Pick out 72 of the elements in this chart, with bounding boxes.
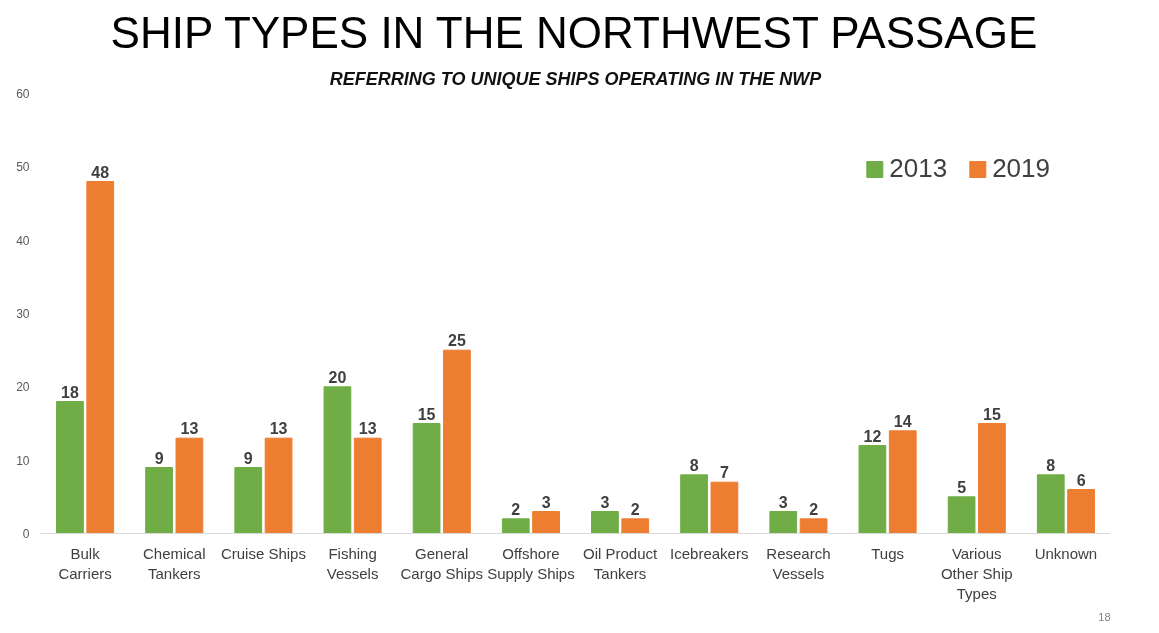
data-label: 20 <box>328 368 347 386</box>
x-tick-label: Chemical Tankers <box>142 544 206 582</box>
data-label: 12 <box>863 427 882 445</box>
data-label: 15 <box>983 405 1001 423</box>
data-label: 18 <box>61 383 79 401</box>
x-tick-label: Cruise Ships <box>220 544 306 562</box>
data-label: 2 <box>809 500 819 518</box>
data-label: 5 <box>957 478 967 496</box>
x-tick-label: Tugs <box>871 544 904 562</box>
data-label: 9 <box>154 449 164 467</box>
x-tick-label: Unknown <box>1034 544 1098 562</box>
y-tick-label: 20 <box>16 380 30 395</box>
data-label: 3 <box>541 493 551 511</box>
bar <box>532 511 560 534</box>
data-label: 15 <box>417 405 436 423</box>
bar <box>412 423 441 534</box>
data-label: 13 <box>358 420 377 438</box>
legend-label: 2013 <box>889 153 948 184</box>
x-tick-label: Offshore Supply Ships <box>487 544 575 582</box>
bar <box>1036 474 1065 534</box>
legend-label: 2019 <box>992 153 1050 184</box>
bar <box>86 181 115 534</box>
bar <box>680 474 708 534</box>
data-label: 3 <box>778 493 788 511</box>
bar <box>264 437 293 534</box>
data-label: 13 <box>269 420 288 438</box>
y-tick-label: 40 <box>16 233 30 248</box>
bar <box>591 511 619 534</box>
bar <box>710 481 739 534</box>
data-label: 6 <box>1076 471 1086 489</box>
bar <box>888 430 917 534</box>
chart-title: SHIP TYPES IN THE NORTHWEST PASSAGE <box>110 7 1038 57</box>
bar <box>1067 489 1095 534</box>
text: 18 <box>1098 610 1111 623</box>
chart-subtitle: REFERRING TO UNIQUE SHIPS OPERATING IN THE NWP <box>329 68 823 89</box>
data-label: 13 <box>180 420 199 438</box>
data-label: 8 <box>689 456 699 474</box>
data-label: 8 <box>1046 456 1056 474</box>
bar <box>769 511 798 534</box>
x-tick-label: Bulk Carriers <box>58 544 112 582</box>
bar <box>501 518 530 534</box>
x-tick-label: Icebreakers <box>670 544 749 562</box>
y-tick-label: 10 <box>16 453 30 468</box>
data-label: 48 <box>91 163 110 181</box>
bar <box>56 401 84 534</box>
y-tick-label: 30 <box>16 307 30 321</box>
y-tick-label: 60 <box>16 87 30 101</box>
y-tick-label: 50 <box>16 160 30 175</box>
bar <box>323 386 352 534</box>
bar <box>799 518 828 534</box>
bar <box>978 423 1006 534</box>
bar <box>145 467 173 534</box>
bar <box>353 437 382 534</box>
data-label: 2 <box>511 500 521 518</box>
bar <box>947 496 976 534</box>
bar <box>621 518 650 534</box>
data-label: 14 <box>893 412 912 430</box>
data-label: 9 <box>243 449 253 467</box>
bar <box>858 445 887 534</box>
bar <box>175 437 204 534</box>
bar <box>234 467 263 534</box>
x-tick-label: Fishing Vessels <box>326 544 379 582</box>
y-tick-label: 0 <box>22 527 30 541</box>
data-label: 25 <box>448 332 466 350</box>
data-label: 7 <box>719 464 729 482</box>
x-tick-label: Oil Product Tankers <box>582 544 659 582</box>
x-tick-label: Research Vessels <box>766 544 831 582</box>
bar <box>443 349 471 534</box>
data-label: 3 <box>600 493 610 511</box>
data-label: 2 <box>630 500 640 518</box>
x-tick-label: General Cargo Ships <box>400 544 484 582</box>
x-tick-label: Various Other Ship Types <box>940 544 1013 603</box>
